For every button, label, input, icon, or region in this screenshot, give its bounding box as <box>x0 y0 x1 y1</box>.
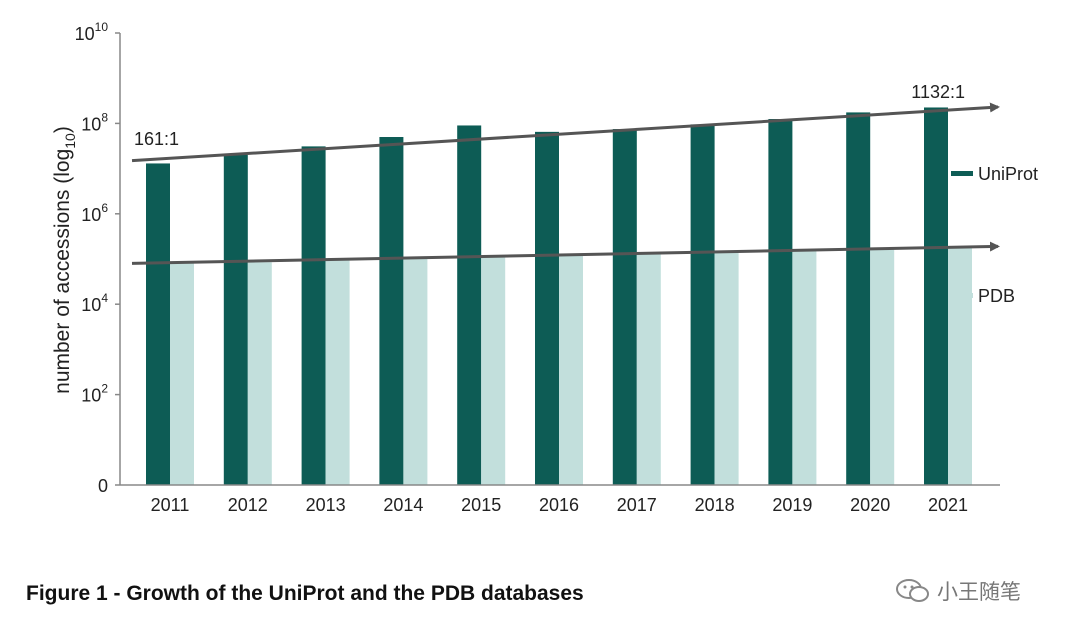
trend-line-uniprot <box>131 102 1000 163</box>
bar-uniprot-2018 <box>690 124 715 485</box>
accessions-chart: 2011 2012 2013 2014 2015 2016 2017 2018 2019 2020… <box>51 20 1038 515</box>
bar-uniprot-2013 <box>301 146 326 486</box>
bar-pdb-2020 <box>870 249 895 485</box>
y-tick-label: 1010 <box>75 20 109 44</box>
bar-uniprot-2015 <box>457 125 482 486</box>
x-tick-label: 2012 <box>228 495 268 515</box>
ratio-annotation: 1132:1 <box>911 82 965 102</box>
y-tick-label: 104 <box>81 291 108 315</box>
y-axis-label: number of accessions (log10) <box>51 126 78 394</box>
axes-layer <box>115 32 1000 486</box>
bar-uniprot-2011 <box>146 163 170 485</box>
legend-label-uniprot: UniProt <box>978 164 1038 184</box>
legend-label-pdb: PDB <box>978 286 1015 306</box>
bar-pdb-2014 <box>403 259 428 485</box>
x-tick-label: 2016 <box>539 495 579 515</box>
bar-uniprot-2021 <box>924 107 948 485</box>
labels-layer: 2011 2012 2013 2014 2015 2016 2017 2018 2019 2020… <box>51 20 1038 515</box>
watermark-text: 小王随笔 <box>937 581 1021 604</box>
x-tick-label: 2017 <box>617 495 657 515</box>
legend-swatch-uniprot <box>951 171 973 176</box>
trend-layer <box>131 102 1000 265</box>
legend-swatch-pdb <box>951 293 973 298</box>
bar-pdb-2013 <box>325 260 350 485</box>
bar-uniprot-2012 <box>223 154 248 485</box>
bar-pdb-2011 <box>170 263 194 485</box>
x-tick-label: 2020 <box>850 495 890 515</box>
x-tick-label: 2015 <box>461 495 501 515</box>
figure-caption: Figure 1 - Growth of the UniProt and the… <box>26 582 584 605</box>
x-tick-label: 2021 <box>928 495 968 515</box>
bar-uniprot-2014 <box>379 137 404 485</box>
y-tick-label: 102 <box>81 382 108 406</box>
bar-pdb-2018 <box>714 252 739 485</box>
bar-uniprot-2019 <box>768 119 793 486</box>
x-tick-label: 2013 <box>306 495 346 515</box>
bar-pdb-2017 <box>636 253 661 485</box>
trend-line-pdb <box>131 241 1000 265</box>
x-tick-label: 2018 <box>695 495 735 515</box>
bars-layer <box>146 107 972 486</box>
x-tick-label: 2011 <box>151 495 190 515</box>
ratio-annotation: 161:1 <box>134 129 179 149</box>
bar-pdb-2012 <box>247 262 272 485</box>
bar-uniprot-2017 <box>612 129 637 485</box>
watermark: 小王随笔 <box>895 576 1021 606</box>
y-tick-label: 108 <box>81 110 108 134</box>
bar-pdb-2015 <box>481 257 506 485</box>
x-tick-label: 2014 <box>383 495 423 515</box>
bar-pdb-2016 <box>559 255 583 485</box>
bar-pdb-2021 <box>948 247 972 485</box>
bar-uniprot-2016 <box>535 131 559 485</box>
y-tick-label: 0 <box>98 476 108 496</box>
y-tick-label: 106 <box>81 201 108 225</box>
x-tick-label: 2019 <box>772 495 812 515</box>
bar-pdb-2019 <box>792 251 817 485</box>
chat-bubble-icon <box>896 579 929 602</box>
bar-uniprot-2020 <box>846 112 871 486</box>
